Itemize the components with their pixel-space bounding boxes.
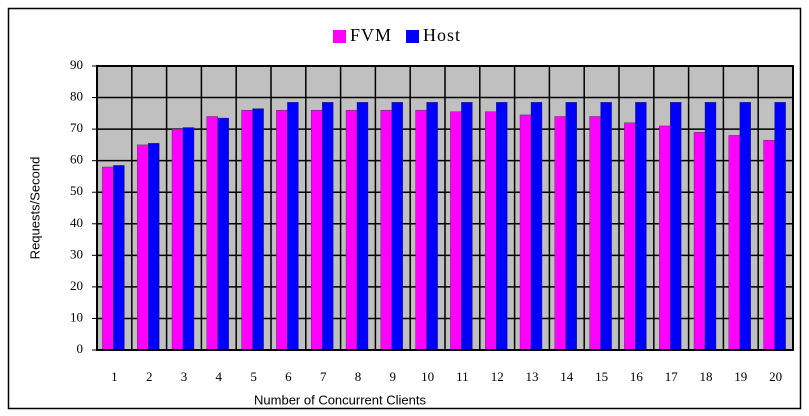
- bar: [450, 111, 462, 351]
- bar: [276, 109, 288, 351]
- x-tick-label: 7: [320, 369, 327, 384]
- plot-border: [96, 65, 794, 351]
- bar: [624, 122, 636, 351]
- x-tick-label: 8: [355, 369, 362, 384]
- x-tick-label: 3: [181, 369, 188, 384]
- bar: [728, 135, 740, 351]
- bar: [206, 116, 219, 351]
- bar: [774, 102, 786, 351]
- bar: [704, 102, 717, 351]
- legend-swatch: [406, 30, 420, 43]
- bar: [600, 102, 612, 351]
- x-tick-label: 10: [421, 369, 434, 384]
- bar: [530, 102, 543, 351]
- x-tick-label: 1: [111, 369, 118, 384]
- bar: [287, 102, 299, 351]
- bar: [485, 111, 497, 351]
- bar: [356, 102, 369, 351]
- bar: [311, 109, 323, 351]
- y-tick-label: 30: [70, 246, 83, 261]
- bar: [380, 109, 392, 351]
- x-tick-label: 13: [526, 369, 539, 384]
- legend-label: FVM: [350, 25, 392, 45]
- bar: [391, 102, 403, 351]
- y-tick-label: 50: [70, 183, 83, 198]
- bar: [136, 144, 149, 351]
- legend-swatch: [333, 30, 346, 43]
- x-axis-label: Number of Concurrent Clients: [254, 392, 426, 407]
- x-tick-label: 5: [250, 369, 257, 384]
- y-tick-label: 0: [77, 341, 84, 356]
- bar: [322, 102, 334, 351]
- x-tick-label: 6: [285, 369, 292, 384]
- y-tick-label: 10: [70, 309, 83, 324]
- bar: [217, 117, 230, 351]
- x-tick-label: 15: [595, 369, 608, 384]
- y-tick-label: 90: [70, 57, 83, 72]
- x-tick-label: 11: [456, 369, 469, 384]
- bar: [589, 116, 601, 351]
- bar: [113, 165, 125, 351]
- y-axis-label: Requests/Second: [27, 157, 42, 260]
- x-tick-label: 19: [734, 369, 747, 384]
- bar: [670, 102, 682, 351]
- y-tick-label: 80: [70, 89, 83, 104]
- bar: [345, 109, 358, 351]
- bar: [415, 109, 427, 351]
- bar: [252, 108, 264, 351]
- y-tick-label: 70: [70, 120, 83, 135]
- y-tick-label: 20: [70, 278, 83, 293]
- bar: [554, 116, 566, 351]
- bar: [635, 102, 647, 351]
- bar: [241, 109, 253, 351]
- bar: [659, 125, 671, 351]
- bar: [519, 114, 532, 351]
- x-tick-label: 18: [700, 369, 713, 384]
- bar: [147, 143, 160, 351]
- x-tick-label: 12: [491, 369, 504, 384]
- bar: [739, 102, 751, 351]
- bar: [426, 102, 438, 351]
- x-tick-label: 4: [216, 369, 223, 384]
- bar: [461, 102, 473, 351]
- bar: [171, 128, 184, 351]
- bar: [102, 166, 114, 351]
- x-tick-label: 2: [146, 369, 153, 384]
- x-tick-label: 16: [630, 369, 644, 384]
- y-tick-label: 60: [70, 152, 83, 167]
- x-tick-label: 14: [560, 369, 574, 384]
- x-tick-label: 9: [390, 369, 397, 384]
- bar: [565, 102, 577, 351]
- x-tick-label: 20: [769, 369, 782, 384]
- bar: [182, 127, 195, 351]
- x-tick-label: 17: [665, 369, 679, 384]
- bar: [693, 132, 706, 351]
- y-tick-label: 40: [70, 215, 83, 230]
- legend-label: Host: [423, 25, 461, 45]
- bar: [763, 139, 775, 351]
- bar: [496, 102, 508, 351]
